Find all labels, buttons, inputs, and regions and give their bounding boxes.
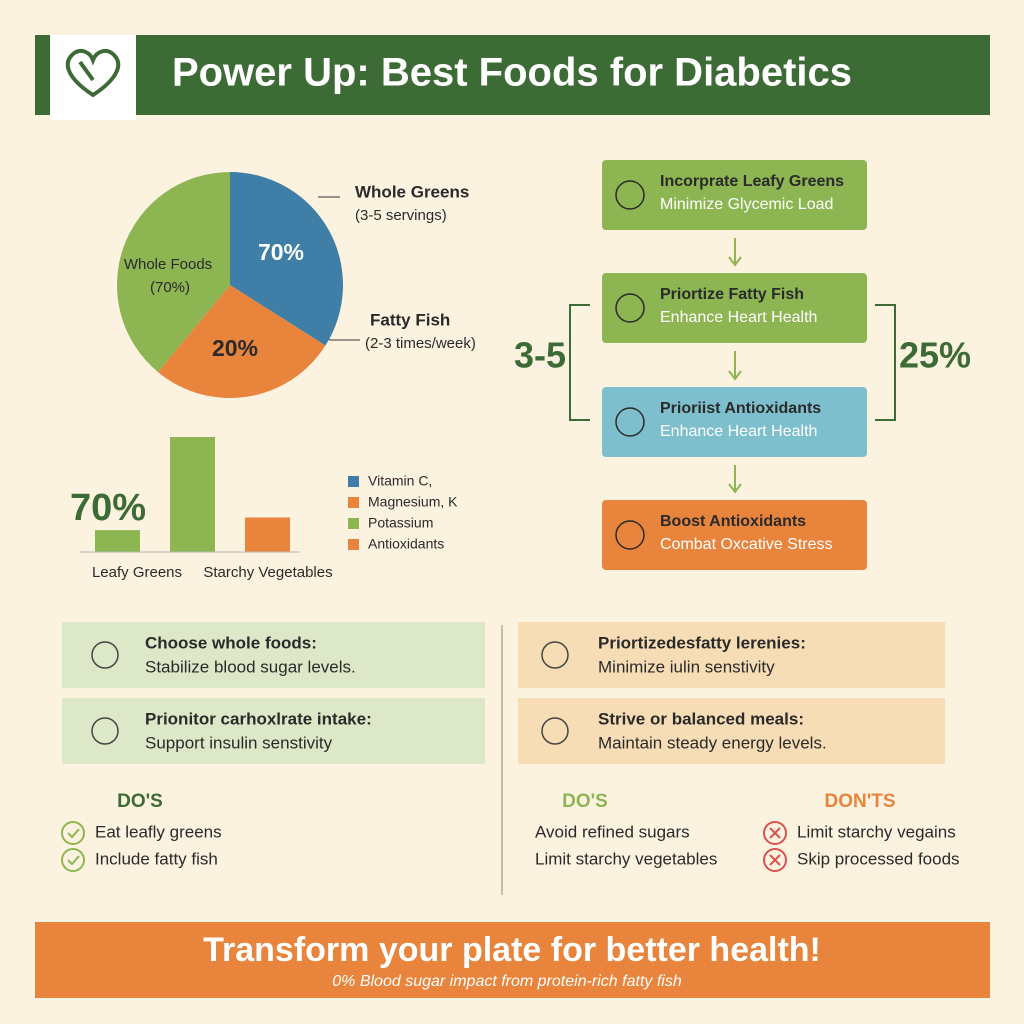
tip-text: Support insulin senstivity xyxy=(145,733,333,752)
x-label: Starchy Vegetables xyxy=(203,564,332,581)
footer-bar xyxy=(35,922,990,998)
footer-subtitle: 0% Blood sugar impact from protein-rich … xyxy=(332,973,682,990)
arrow xyxy=(728,238,742,267)
tip-icon xyxy=(91,717,119,745)
check-mark xyxy=(67,855,80,866)
bar xyxy=(95,530,140,552)
legend-label: Vitamin C, xyxy=(368,473,432,489)
check-icon xyxy=(61,848,85,872)
legend-label: Potassium xyxy=(368,515,433,531)
node-title: Boost Antioxidants xyxy=(660,513,806,530)
list-item: Eat leafly greens xyxy=(95,822,222,841)
list-item: Include fatty fish xyxy=(95,849,218,868)
pie-slice xyxy=(116,172,230,373)
flow-node xyxy=(602,273,867,343)
tip-card xyxy=(518,622,945,688)
pie-slice xyxy=(230,172,343,346)
cross-icon xyxy=(763,848,787,872)
tip-icon xyxy=(541,717,569,745)
title-bar xyxy=(35,35,990,115)
node-title: Priortize Fatty Fish xyxy=(660,286,804,303)
legend-swatch xyxy=(348,518,359,529)
arrow xyxy=(728,465,742,494)
node-subtitle: Combat Oxcative Stress xyxy=(660,536,833,553)
check-mark xyxy=(67,828,80,839)
node-icon xyxy=(615,293,645,323)
list-item: Limit starchy vegetables xyxy=(535,849,717,868)
pie-annotation: 70% xyxy=(258,239,304,265)
node-icon xyxy=(615,407,645,437)
node-subtitle: Enhance Heart Health xyxy=(660,423,817,440)
list-heading: DO'S xyxy=(562,791,608,812)
logo-icon xyxy=(65,48,121,98)
tip-icon xyxy=(91,641,119,669)
bracket xyxy=(569,304,896,421)
bar xyxy=(245,517,290,552)
footer-title: Transform your plate for better health! xyxy=(203,931,821,969)
list-heading: DON'TS xyxy=(824,791,895,812)
tip-title: Choose whole foods: xyxy=(145,633,317,652)
node-title: Prioriist Antioxidants xyxy=(660,400,821,417)
flow-node xyxy=(602,500,867,570)
cross-mark xyxy=(769,854,781,866)
flow-node xyxy=(602,387,867,457)
legend-swatch xyxy=(348,539,359,550)
node-subtitle: Minimize Glycemic Load xyxy=(660,196,833,213)
list-item: Limit starchy vegains xyxy=(797,822,956,841)
pie-annotation: Whole Greens xyxy=(355,182,469,201)
tip-title: Prionitor carhoxlrate intake: xyxy=(145,709,372,728)
x-label: Leafy Greens xyxy=(92,564,182,581)
node-icon xyxy=(615,520,645,550)
bar-annotation: 70% xyxy=(70,487,146,529)
list-item: Skip processed foods xyxy=(797,849,960,868)
tip-title: Strive or balanced meals: xyxy=(598,709,804,728)
side-label: 25% xyxy=(899,335,971,376)
tip-card xyxy=(62,698,485,764)
list-item: Avoid refined sugars xyxy=(535,822,690,841)
check-icon xyxy=(61,821,85,845)
tip-card xyxy=(62,622,485,688)
bar xyxy=(170,437,215,552)
node-subtitle: Enhance Heart Health xyxy=(660,309,817,326)
tip-text: Stabilize blood sugar levels. xyxy=(145,657,356,676)
pie-annotation: Whole Foods xyxy=(124,256,212,273)
legend-label: Magnesium, K xyxy=(368,494,458,510)
title: Power Up: Best Foods for Diabetics xyxy=(172,51,852,95)
node-title: Incorprate Leafy Greens xyxy=(660,173,844,190)
tip-icon xyxy=(541,641,569,669)
node-icon xyxy=(615,180,645,210)
tip-text: Minimize iulin senstivity xyxy=(598,657,775,676)
flow-node xyxy=(602,160,867,230)
pie-annotation: 20% xyxy=(212,335,258,361)
list-heading: DO'S xyxy=(117,791,163,812)
legend-swatch xyxy=(348,497,359,508)
pie-annotation: Fatty Fish xyxy=(370,310,450,329)
tip-text: Maintain steady energy levels. xyxy=(598,733,827,752)
legend-label: Antioxidants xyxy=(368,536,444,552)
cross-icon xyxy=(763,821,787,845)
pie-annotation: (2-3 times/week) xyxy=(365,335,476,352)
pie-annotation: (3-5 servings) xyxy=(355,207,447,224)
pie-slice xyxy=(157,285,326,398)
arrow xyxy=(728,351,742,381)
legend-swatch xyxy=(348,476,359,487)
side-label: 3-5 xyxy=(514,335,566,376)
tip-card xyxy=(518,698,945,764)
pie-annotation: (70%) xyxy=(150,279,190,296)
cross-mark xyxy=(769,827,781,839)
tip-title: Priortizedesfatty lerenies: xyxy=(598,633,806,652)
